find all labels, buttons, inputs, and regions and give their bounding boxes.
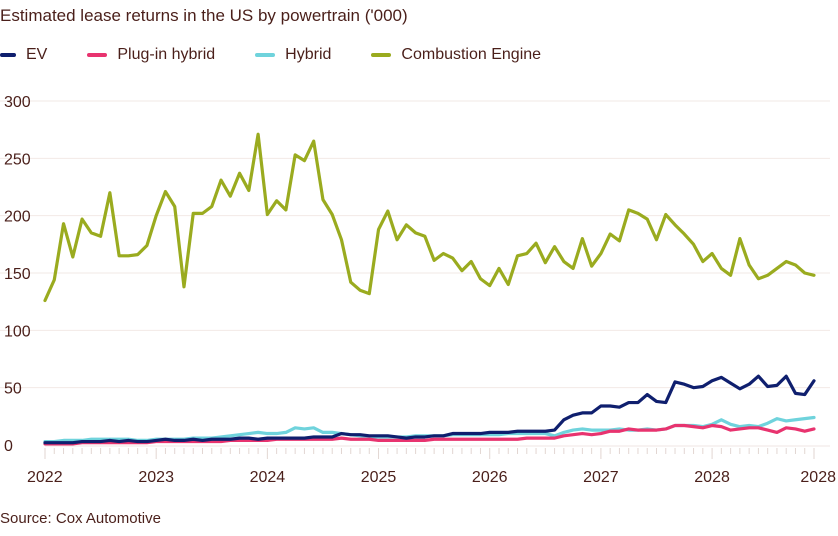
y-tick-label: 250 (4, 151, 31, 168)
chart-title: Estimated lease returns in the US by pow… (0, 6, 408, 25)
legend-item-plug-in-hybrid: Plug-in hybrid (87, 46, 215, 64)
x-tick-label: 2024 (250, 469, 286, 486)
legend-item-combustion-engine: Combustion Engine (371, 46, 541, 64)
legend-swatch-combustion-engine (371, 53, 392, 57)
y-tick-label: 50 (4, 381, 22, 398)
y-tick-label: 0 (4, 438, 13, 455)
y-tick-label: 100 (4, 323, 31, 340)
x-tick-label: 2028 (800, 469, 836, 486)
legend-item-ev: EV (0, 46, 47, 64)
legend-swatch-ev (0, 53, 16, 57)
x-tick-label: 2026 (472, 469, 508, 486)
y-axis-ticks: 0 50 100 150 200 250 300 (4, 94, 31, 455)
legend-label-plug-in-hybrid: Plug-in hybrid (117, 46, 216, 63)
gridlines (0, 100, 830, 389)
y-tick-label: 200 (4, 209, 31, 226)
y-tick-label: 300 (4, 94, 31, 111)
x-tick-label: 2027 (583, 469, 619, 486)
series-line-combustion-engine (43, 132, 816, 303)
series-lines (43, 132, 816, 446)
y-tick-label: 150 (4, 266, 31, 283)
chart-legend: EV Plug-in hybrid Hybrid Combustion Engi… (0, 46, 581, 64)
x-tick-label: 2025 (361, 469, 397, 486)
x-tick-label: 2022 (27, 469, 63, 486)
x-tick-label: 2028 (694, 469, 730, 486)
legend-swatch-hybrid (255, 53, 276, 57)
source-note: Source: Cox Automotive (0, 510, 161, 527)
legend-item-hybrid: Hybrid (255, 46, 331, 64)
legend-label-hybrid: Hybrid (285, 46, 332, 63)
x-tick-label: 2023 (138, 469, 174, 486)
legend-label-ev: EV (26, 46, 48, 63)
legend-label-combustion-engine: Combustion Engine (401, 46, 542, 63)
series-line-ev (43, 374, 816, 445)
x-axis: 2022 2023 2024 2025 2026 2027 2028 2028 (27, 445, 836, 486)
legend-swatch-plug-in-hybrid (87, 53, 108, 57)
